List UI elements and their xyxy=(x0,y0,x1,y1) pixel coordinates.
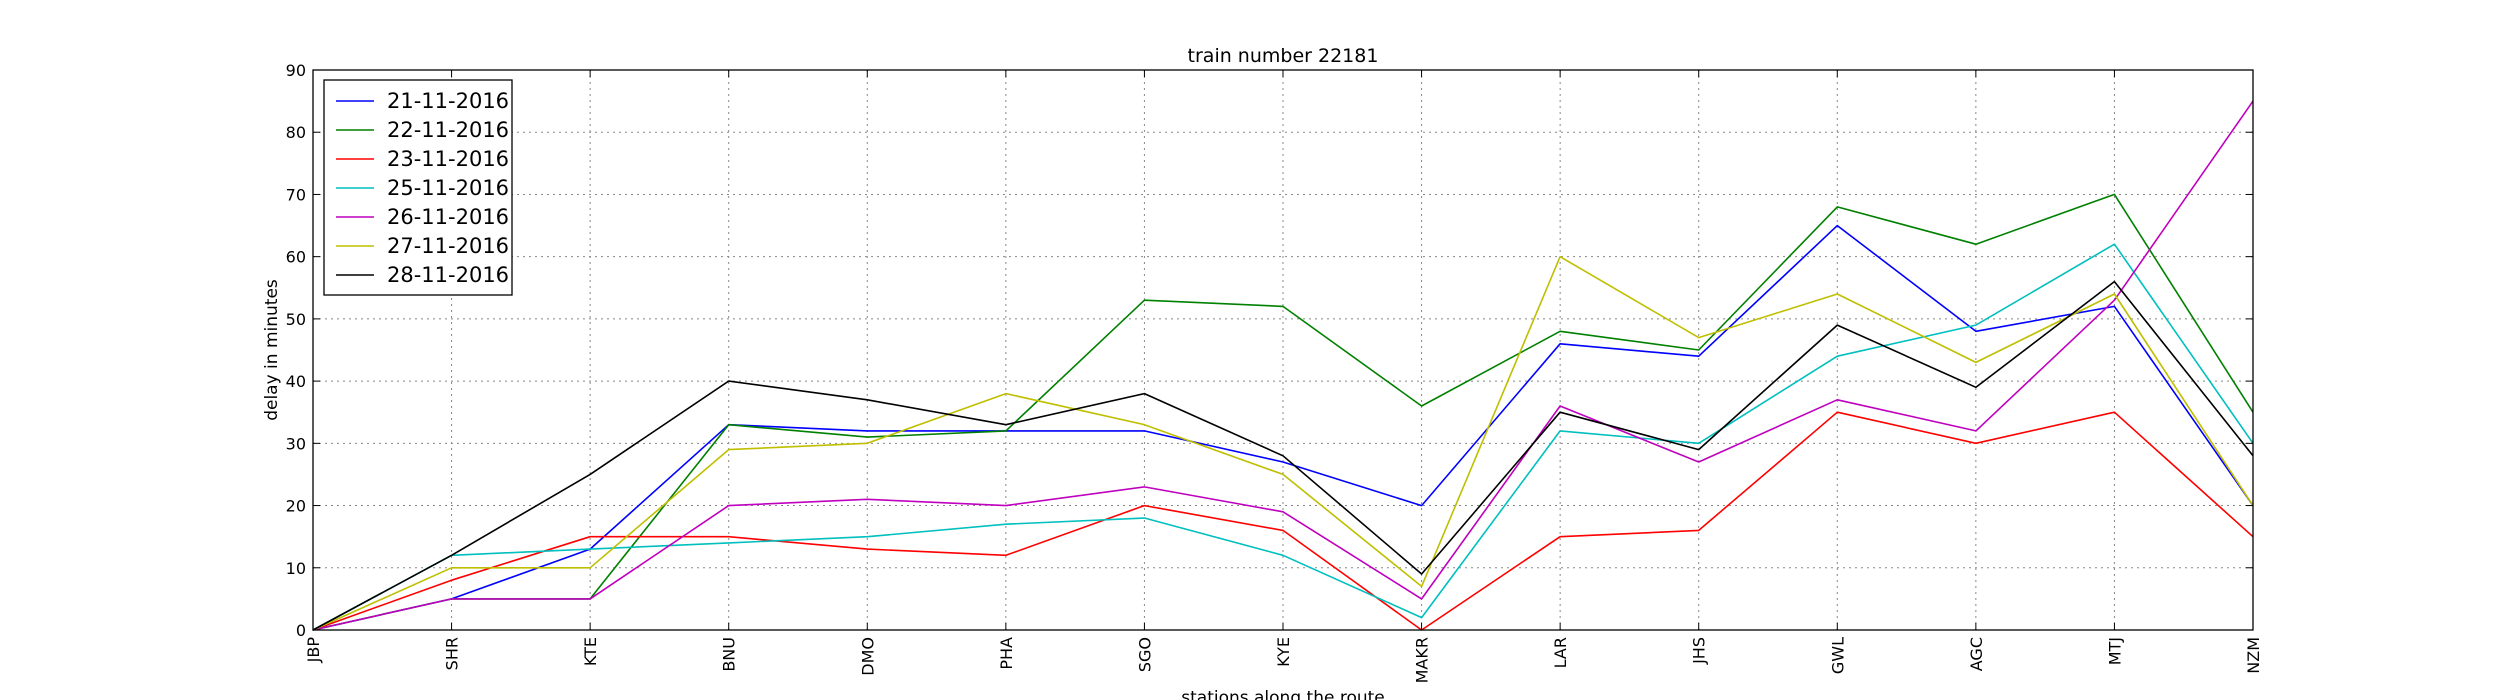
x-tick-label: SHR xyxy=(443,637,462,670)
y-axis-ticks: 0 10 20 30 40 50 60 70 80 90 xyxy=(286,61,2253,640)
series-line xyxy=(312,255,2254,631)
series-line xyxy=(312,411,2254,631)
series-line xyxy=(312,100,2254,631)
legend-label: 22-11-2016 xyxy=(387,118,509,142)
series-line xyxy=(312,193,2254,631)
chart-title: train number 22181 xyxy=(1188,45,1379,67)
x-tick-label: AGC xyxy=(1967,637,1986,671)
x-tick-label: MTJ xyxy=(2105,637,2124,665)
legend-label: 21-11-2016 xyxy=(387,89,509,113)
x-tick-label: JHS xyxy=(1690,637,1709,665)
x-tick-label: KTE xyxy=(581,637,600,666)
legend-label: 26-11-2016 xyxy=(387,205,509,229)
legend: 21-11-2016 22-11-2016 23-11-2016 25-11-2016… xyxy=(323,79,513,296)
x-axis-ticks: JBP SHR KTE BNU DMO PHA SGO KYE MAKR LAR JHS GWL AGC… xyxy=(304,70,2263,683)
y-tick-label: 50 xyxy=(286,310,306,329)
y-tick-label: 70 xyxy=(286,185,306,204)
x-tick-label: DMO xyxy=(858,637,877,676)
legend-label: 25-11-2016 xyxy=(387,176,509,200)
x-tick-label: SGO xyxy=(1135,637,1154,672)
y-tick-label: 10 xyxy=(286,559,306,578)
legend-label: 28-11-2016 xyxy=(387,263,509,287)
x-tick-label: LAR xyxy=(1551,637,1570,668)
y-tick-label: 20 xyxy=(286,497,306,516)
x-tick-label: KYE xyxy=(1274,637,1293,667)
y-tick-label: 80 xyxy=(286,123,306,142)
x-tick-label: GWL xyxy=(1828,637,1847,674)
x-tick-label: JBP xyxy=(304,637,323,664)
y-tick-label: 30 xyxy=(286,434,306,453)
series-line xyxy=(312,243,2254,631)
series-line xyxy=(312,224,2254,631)
y-tick-label: 0 xyxy=(296,621,306,640)
y-tick-label: 90 xyxy=(286,61,306,80)
x-tick-label: BNU xyxy=(720,637,739,672)
series-line xyxy=(312,280,2254,631)
y-tick-label: 40 xyxy=(286,372,306,391)
grid-lines xyxy=(312,69,2254,631)
x-tick-label: PHA xyxy=(997,637,1016,670)
legend-label: 27-11-2016 xyxy=(387,234,509,258)
y-axis-label: delay in minutes xyxy=(262,279,282,421)
x-axis-label: stations along the route xyxy=(1181,688,1385,700)
legend-label: 23-11-2016 xyxy=(387,147,509,171)
series-lines xyxy=(312,100,2254,631)
y-tick-label: 60 xyxy=(286,248,306,267)
x-tick-label: NZM xyxy=(2244,637,2263,674)
x-tick-label: MAKR xyxy=(1413,637,1432,683)
